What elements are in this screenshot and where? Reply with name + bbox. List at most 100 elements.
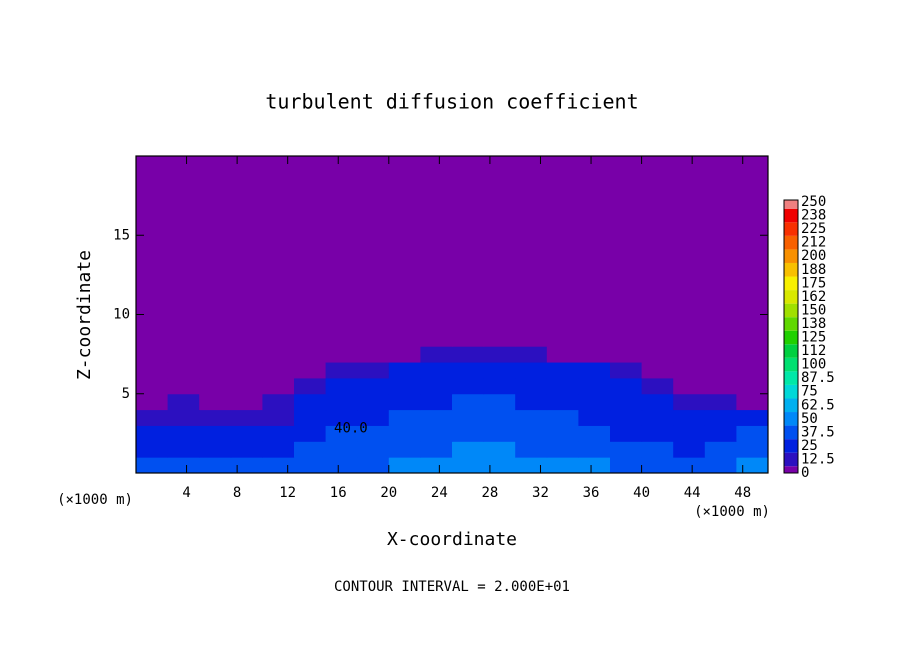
heatmap-cell <box>515 377 548 395</box>
heatmap-cell <box>578 409 611 426</box>
x-axis-label: X-coordinate <box>387 529 517 550</box>
heatmap-cell <box>325 425 358 442</box>
heatmap-cell <box>641 156 674 347</box>
heatmap-cell <box>230 457 263 474</box>
heatmap-cell <box>673 425 706 442</box>
heatmap-cell <box>325 346 358 363</box>
colorbar-swatch <box>784 317 798 331</box>
colorbar-label: 162 <box>801 289 826 305</box>
heatmap-cell <box>704 393 737 411</box>
heatmap-cell <box>357 409 390 426</box>
heatmap-cell <box>357 393 390 411</box>
heatmap-cell <box>199 409 232 426</box>
heatmap-cell <box>136 156 169 347</box>
heatmap-cell <box>199 377 232 395</box>
heatmap-cell <box>546 441 579 458</box>
colorbar-label: 75 <box>801 384 818 400</box>
colorbar-swatch <box>784 344 798 358</box>
heatmap-cell <box>357 362 390 379</box>
heatmap-cell <box>230 393 263 411</box>
x-tick-label: 16 <box>330 485 347 501</box>
heatmap-cell <box>452 346 485 363</box>
colorbar-swatch <box>784 235 798 250</box>
x-tick-label: 32 <box>532 485 549 501</box>
heatmap-cell <box>515 346 548 363</box>
colorbar-swatch <box>784 357 798 372</box>
heatmap-cell <box>325 362 358 379</box>
heatmap-cell <box>673 377 706 395</box>
colorbar-label: 250 <box>801 194 826 210</box>
heatmap-cell <box>704 377 737 395</box>
heatmap-cell <box>199 346 232 363</box>
colorbar-swatch <box>784 303 798 318</box>
heatmap-cell <box>515 409 548 426</box>
x-tick-label: 20 <box>380 485 397 501</box>
heatmap-cell <box>167 362 200 379</box>
heatmap-cell <box>452 362 485 379</box>
colorbar-label: 87.5 <box>801 370 835 386</box>
heatmap-cell <box>230 441 263 458</box>
heatmap-cell <box>483 377 516 395</box>
heatmap-cell <box>420 377 453 395</box>
heatmap-cell <box>262 409 295 426</box>
heatmap-cell <box>357 156 390 347</box>
y-tick-label: 10 <box>113 307 130 323</box>
heatmap-cell <box>483 362 516 379</box>
heatmap-cell <box>673 156 706 347</box>
colorbar-frame <box>783 199 799 474</box>
heatmap-cell <box>736 377 769 395</box>
colorbar-label: 37.5 <box>801 424 835 440</box>
heatmap-cell <box>420 346 453 363</box>
heatmap-cell <box>641 441 674 458</box>
colorbar-swatch <box>784 276 798 291</box>
heatmap-cell <box>136 377 169 395</box>
heatmap-cell <box>388 362 421 379</box>
heatmap-cell <box>136 362 169 379</box>
heatmap-cell <box>294 457 327 474</box>
heatmap-cell <box>736 425 769 442</box>
heatmap-cell <box>578 362 611 379</box>
colorbar-swatch <box>784 200 798 209</box>
heatmap-cell <box>357 346 390 363</box>
colorbar-swatch <box>784 222 798 236</box>
heatmap-cell <box>704 425 737 442</box>
heatmap-cell <box>325 441 358 458</box>
heatmap-cell <box>294 362 327 379</box>
heatmap-cell <box>420 441 453 458</box>
heatmap-cell <box>736 346 769 363</box>
heatmap-cell <box>230 409 263 426</box>
heatmap-cell <box>388 409 421 426</box>
heatmap-cell <box>452 156 485 347</box>
heatmap-cell <box>483 409 516 426</box>
x-tick-label: 36 <box>583 485 600 501</box>
colorbar-label: 12.5 <box>801 451 835 467</box>
heatmap-cell <box>673 362 706 379</box>
colorbar-swatch <box>784 330 798 345</box>
heatmap-cell <box>578 377 611 395</box>
heatmap-cell <box>357 457 390 474</box>
heatmap-cell <box>262 156 295 347</box>
heatmap-cell <box>136 457 169 474</box>
heatmap-cell <box>578 156 611 347</box>
heatmap-cell <box>357 425 390 442</box>
colorbar-label: 200 <box>801 248 826 264</box>
x-tick-label: 48 <box>734 485 751 501</box>
heatmap-cell <box>262 346 295 363</box>
colorbar-swatch <box>784 208 798 223</box>
heatmap-cell <box>199 441 232 458</box>
heatmap-cell <box>610 441 643 458</box>
heatmap-cell <box>294 156 327 347</box>
heatmap-cell <box>199 393 232 411</box>
chart-title: turbulent diffusion coefficient <box>265 90 638 114</box>
heatmap-cell <box>167 457 200 474</box>
heatmap-cell <box>294 441 327 458</box>
heatmap-cell <box>610 425 643 442</box>
heatmap-cell <box>546 156 579 347</box>
heatmap-cell <box>641 425 674 442</box>
heatmap-cell <box>199 425 232 442</box>
heatmap-cell <box>136 425 169 442</box>
heatmap-cell <box>357 441 390 458</box>
heatmap-cell <box>262 393 295 411</box>
